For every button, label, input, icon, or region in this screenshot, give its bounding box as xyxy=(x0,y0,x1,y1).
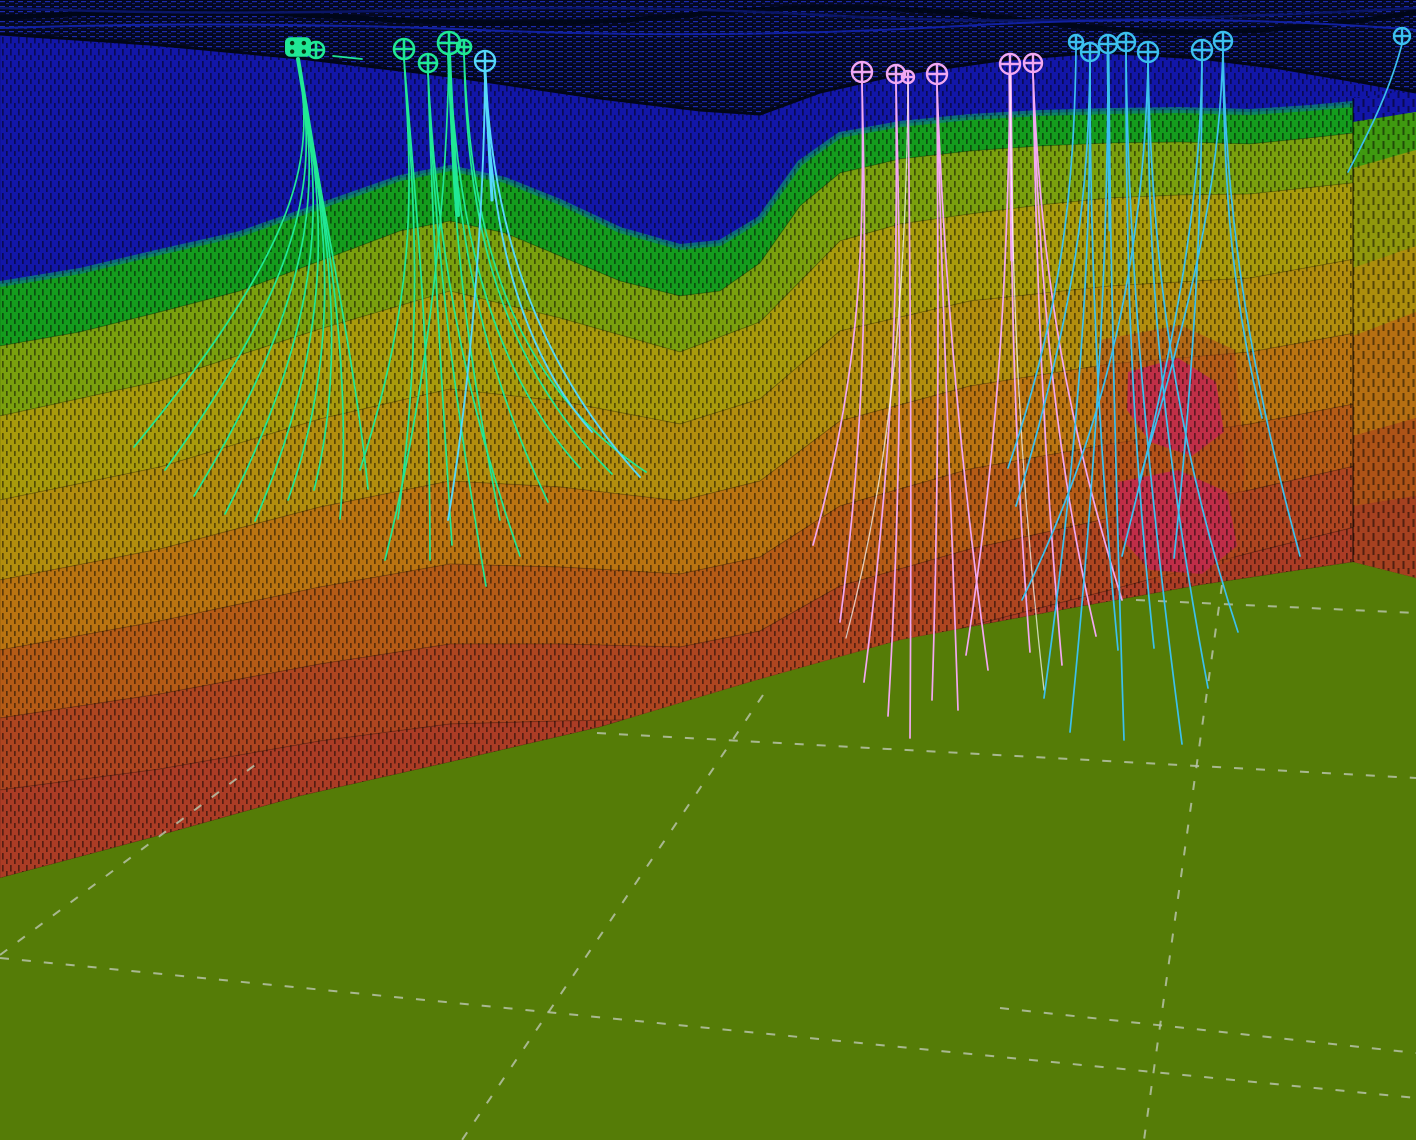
well-trajectory xyxy=(1089,61,1119,651)
well-trajectory xyxy=(1032,71,1097,637)
well-head-symbol[interactable] xyxy=(1115,31,1137,53)
well-group-central-platform-wells xyxy=(812,52,1123,739)
well-trajectory xyxy=(907,82,912,739)
ground-grid-line xyxy=(1135,599,1416,614)
well-head-symbol[interactable] xyxy=(998,52,1022,76)
well-trajectory xyxy=(447,70,486,521)
well-trajectory xyxy=(1222,50,1301,557)
platform-head-dot xyxy=(301,49,307,54)
well-head-symbol[interactable] xyxy=(1097,33,1119,55)
well-head-symbol[interactable] xyxy=(1190,38,1214,62)
well-trunk xyxy=(483,69,494,202)
ground-grid xyxy=(0,584,1416,1140)
well-head-symbol[interactable] xyxy=(417,52,439,74)
side-face-texture xyxy=(1353,90,1416,578)
well-trajectory xyxy=(427,71,487,587)
well-trajectory xyxy=(887,82,901,717)
well-head-symbol[interactable] xyxy=(455,38,473,56)
well-trajectory xyxy=(1222,50,1263,419)
well-trajectory xyxy=(1021,61,1149,601)
top-mesh-band xyxy=(0,0,1416,114)
well-head-symbol[interactable] xyxy=(392,37,416,61)
platform-head-icon xyxy=(285,37,311,57)
well-head-symbol[interactable] xyxy=(850,60,874,84)
well-trajectory xyxy=(384,53,450,561)
well-trajectory xyxy=(332,55,363,60)
well-trajectory xyxy=(1032,71,1123,601)
ground-grid-line xyxy=(0,764,256,956)
ground-grid-line xyxy=(596,732,1416,779)
well-head-symbol[interactable] xyxy=(1022,52,1044,74)
well-trajectory xyxy=(965,74,1011,656)
well-head-symbol[interactable] xyxy=(1136,40,1160,64)
well-head-symbol[interactable] xyxy=(436,30,462,56)
side-face xyxy=(1352,90,1416,578)
well-head-symbol[interactable] xyxy=(285,37,311,57)
well-trajectory xyxy=(463,53,613,475)
well-head-symbol[interactable] xyxy=(1392,26,1412,46)
well-trajectory xyxy=(1147,61,1239,633)
platform-head-dot xyxy=(289,49,295,54)
well-group-central-wells-white xyxy=(845,74,1045,691)
well-trajectory xyxy=(1147,61,1209,689)
well-trajectory xyxy=(1009,74,1045,691)
well-trajectory xyxy=(936,83,989,671)
ground-plane xyxy=(0,562,1416,1140)
well-trajectory xyxy=(1015,61,1091,507)
well-trajectory xyxy=(863,82,898,683)
well-head-symbol[interactable] xyxy=(925,62,949,86)
well-trajectory xyxy=(1007,49,1077,469)
well-group-west-single-well xyxy=(447,49,641,521)
well-head-symbol[interactable] xyxy=(1212,30,1234,52)
ground-grid-line xyxy=(461,694,764,1140)
well-trajectory xyxy=(936,83,959,711)
well-trunk xyxy=(447,52,460,217)
well-trajectory xyxy=(463,53,647,473)
well-trajectory xyxy=(931,83,939,701)
well-trajectory xyxy=(1347,43,1403,173)
well-head-symbol[interactable] xyxy=(900,69,916,85)
well-trajectory xyxy=(427,71,521,557)
well-head-symbol[interactable] xyxy=(1067,33,1085,51)
top-surface-rim xyxy=(0,32,1416,116)
platform-head-dot xyxy=(301,40,307,46)
well-trajectory xyxy=(1173,59,1203,559)
top-band-streak xyxy=(0,18,1416,36)
well-trajectory xyxy=(1139,50,1224,479)
well-head-symbol[interactable] xyxy=(473,49,497,73)
well-trajectory xyxy=(427,71,453,546)
well-trunk xyxy=(1106,51,1112,232)
well-trajectory xyxy=(1125,51,1183,745)
ground-grid-line xyxy=(1143,584,1223,1140)
platform-head-dot xyxy=(289,40,295,46)
well-trajectory xyxy=(403,58,431,561)
well-trunk xyxy=(296,57,324,207)
well-group-west-platform-wells xyxy=(133,30,647,587)
ground-grid-line xyxy=(0,957,1416,1099)
well-head-symbol[interactable] xyxy=(306,40,326,60)
well-head-symbol[interactable] xyxy=(885,63,907,85)
well-trajectory xyxy=(845,82,909,639)
well-trajectory xyxy=(1125,51,1155,649)
well-trajectory xyxy=(839,81,866,623)
well-group-east-platform-wells xyxy=(1007,26,1412,745)
ground-grid-line xyxy=(999,1007,1416,1054)
well-head-symbol[interactable] xyxy=(1079,41,1101,63)
